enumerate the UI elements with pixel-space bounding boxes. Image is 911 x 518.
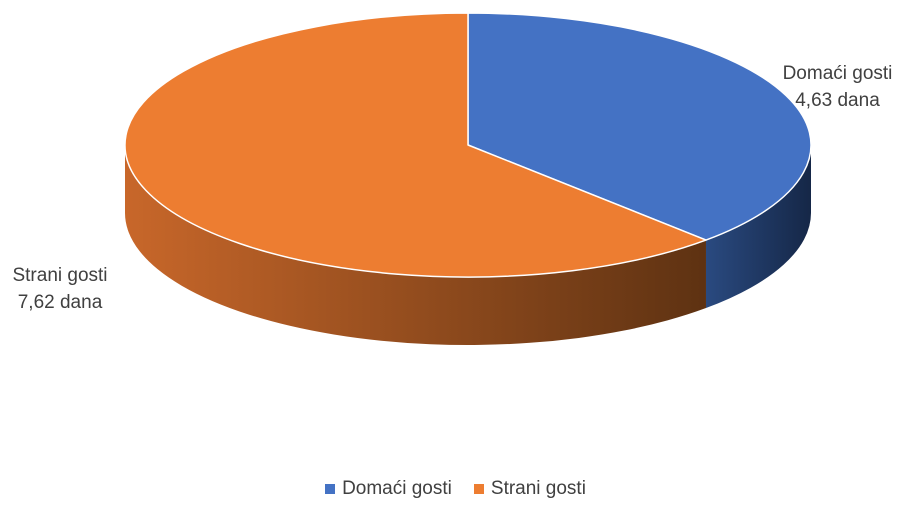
- legend-label-strani-gosti: Strani gosti: [490, 478, 586, 499]
- data-label-domaci-gosti-value: 4,63 dana: [795, 90, 880, 111]
- legend-item-strani-gosti: Strani gosti: [473, 478, 586, 500]
- data-label-domaci-gosti-name: Domaći gosti: [782, 63, 893, 84]
- pie-slice-strani-gosti: [124, 12, 707, 278]
- data-label-strani-gosti: Strani gosti 7,62 dana: [0, 262, 120, 316]
- legend: Domaći gosti Strani gosti: [0, 478, 911, 500]
- legend-swatch-strani-gosti: [473, 484, 484, 494]
- legend-item-domaci-gosti: Domaći gosti: [325, 478, 452, 500]
- pie-side-doma-i-gosti: [705, 145, 811, 309]
- pie-tops: [124, 12, 812, 278]
- pie-sides: [125, 145, 811, 346]
- data-label-strani-gosti-name: Strani gosti: [12, 265, 108, 286]
- pie-side-strani-gosti: [125, 145, 706, 346]
- pie-slice-doma-i-gosti: [467, 12, 812, 241]
- data-label-domaci-gosti: Domaći gosti 4,63 dana: [775, 60, 900, 114]
- legend-swatch-domaci-gosti: [325, 484, 336, 494]
- data-label-strani-gosti-value: 7,62 dana: [17, 292, 103, 313]
- legend-label-domaci-gosti: Domaći gosti: [342, 478, 452, 499]
